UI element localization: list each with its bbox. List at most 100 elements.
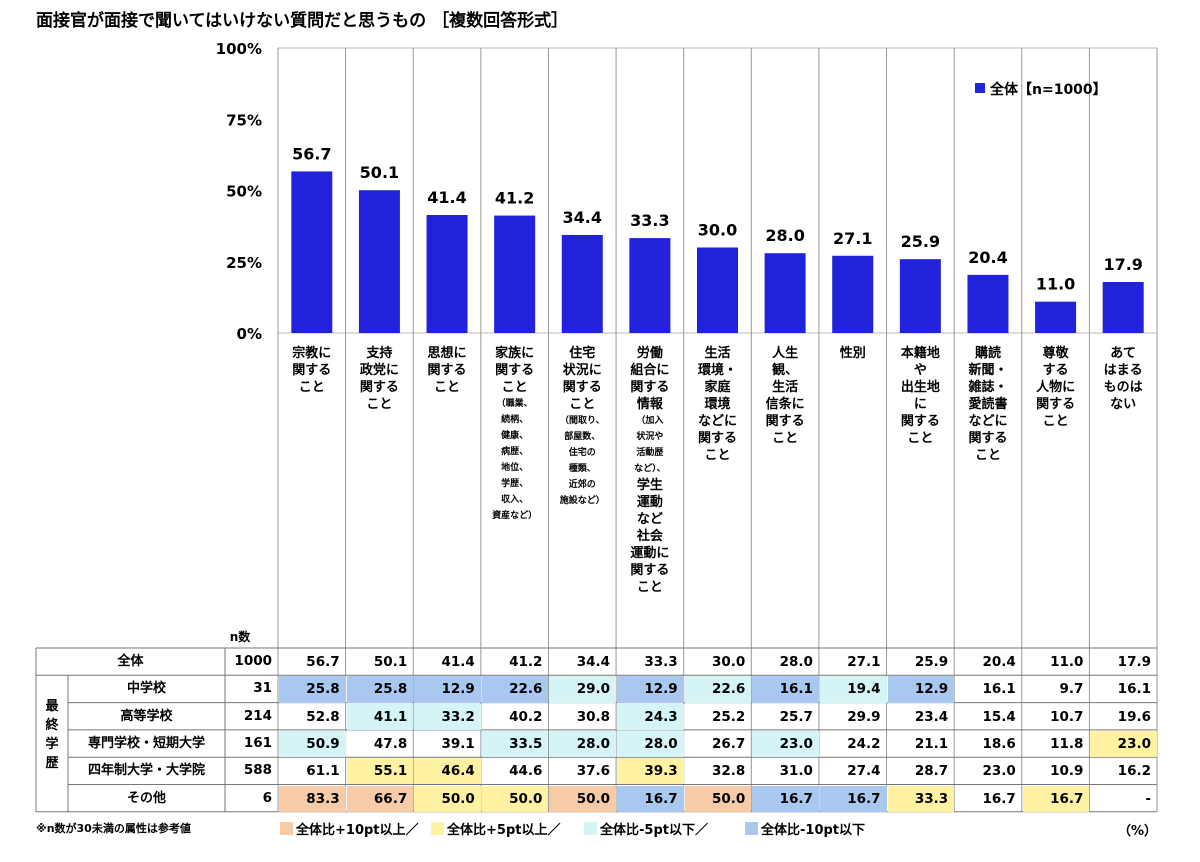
table-cell: 33.2 <box>414 703 481 730</box>
table-cell: 23.4 <box>914 708 949 725</box>
bar <box>697 247 738 333</box>
table-cell: 22.6 <box>481 676 549 703</box>
n-header: n数 <box>229 630 251 644</box>
table-cell: 10.9 <box>1050 763 1084 780</box>
table-cell: 66.7 <box>346 785 414 812</box>
table-cell: 23.0 <box>752 730 819 758</box>
bar-value-label: 50.1 <box>360 163 399 182</box>
row-n: 6 <box>262 789 272 806</box>
highlight-label: 全体比-10pt以下 <box>761 823 866 838</box>
table-cell: 19.4 <box>819 676 887 703</box>
table-cell: 20.4 <box>982 654 1016 670</box>
table-cell: 41.1 <box>346 703 414 730</box>
table-cell: 27.4 <box>847 763 881 780</box>
table-cell: 16.1 <box>752 676 819 703</box>
table-cell: 10.7 <box>1050 708 1084 725</box>
highlight-label: 全体比-5pt以下／ <box>600 823 708 838</box>
bar-value-label: 20.4 <box>968 248 1007 267</box>
row-n: 214 <box>243 707 272 724</box>
table-cell: 47.8 <box>373 735 408 752</box>
table-cell: 29.0 <box>549 676 617 703</box>
table-cell: 16.2 <box>1117 763 1151 780</box>
row-label: その他 <box>126 790 166 806</box>
x-tick-label: 性別 <box>839 346 866 361</box>
bar-value-label: 56.7 <box>292 144 331 163</box>
table-cell: 11.0 <box>1050 654 1084 670</box>
table-cell: 17.9 <box>1117 654 1151 670</box>
row-label: 四年制大学・大学院 <box>87 763 205 779</box>
group-label: 最終学歴 <box>45 699 59 772</box>
table-cell: 41.2 <box>509 654 543 670</box>
table-cell: 16.1 <box>982 681 1016 698</box>
table-cell: 16.7 <box>1022 785 1090 812</box>
row-n: 588 <box>243 762 272 779</box>
table-cell: 33.5 <box>481 730 549 758</box>
table-cell: 50.1 <box>373 654 408 670</box>
bar-value-label: 28.0 <box>765 226 804 245</box>
row-n: 161 <box>243 734 272 751</box>
row-label: 中学校 <box>126 681 166 697</box>
table-cell: 18.6 <box>982 735 1016 752</box>
table-cell: 25.9 <box>914 654 949 670</box>
highlight-swatch <box>431 822 444 835</box>
y-tick-label: 75% <box>226 111 262 129</box>
x-tick-label: 尊敬 する 人物に 関する こと <box>1036 346 1076 429</box>
y-tick-label: 50% <box>226 183 262 201</box>
table-cell: 46.4 <box>414 758 481 785</box>
x-tick-label: 家族に 関する こと （職業、 続柄、 健康、 病歴、 地位、 学歴、 収入、 資産など） <box>492 346 538 521</box>
bar-value-label: 41.2 <box>495 189 534 208</box>
table-cell: 12.9 <box>414 676 481 703</box>
highlight-swatch <box>280 822 293 835</box>
table-cell: 25.7 <box>779 708 813 725</box>
x-tick-label: 住宅 状況に 関する こと （間取り、 部屋数、 住宅の 種類、 近郊の 施設など） <box>559 346 605 506</box>
bar <box>494 215 536 333</box>
table-cell: 50.0 <box>414 785 481 812</box>
bar <box>764 253 806 333</box>
bar <box>899 259 941 333</box>
highlight-label: 全体比+5pt以上／ <box>447 823 561 838</box>
bar-value-label: 17.9 <box>1103 255 1142 274</box>
table-cell: 39.1 <box>441 735 475 752</box>
table-cell: 19.6 <box>1117 708 1151 725</box>
table-cell: 26.7 <box>711 735 746 752</box>
bar-value-label: 33.3 <box>630 211 669 230</box>
bar <box>832 255 874 333</box>
table-cell: 34.4 <box>576 654 611 670</box>
y-tick-label: 25% <box>226 254 262 272</box>
bar <box>291 171 333 333</box>
x-tick-label: 思想に 関する こと <box>427 346 467 395</box>
table-cell: - <box>1145 790 1151 807</box>
page-title: 面接官が面接で聞いてはいけない質問だと思うもの ［複数回答形式］ <box>36 11 569 31</box>
bar-value-label: 25.9 <box>901 232 940 251</box>
row-n: 31 <box>253 680 272 697</box>
table-cell: 16.7 <box>982 790 1016 807</box>
bar <box>629 238 671 333</box>
table-cell: 50.9 <box>279 730 346 758</box>
y-tick-label: 0% <box>237 325 262 343</box>
table-cell: 32.8 <box>711 763 746 780</box>
table-cell: 21.1 <box>914 735 949 752</box>
table-cell: 50.0 <box>549 785 617 812</box>
bar <box>1035 301 1077 333</box>
table-cell: 52.8 <box>306 708 340 725</box>
table-cell: 50.0 <box>684 785 752 812</box>
table-cell: 15.4 <box>982 708 1016 725</box>
table-cell: 28.0 <box>617 730 684 758</box>
table-cell: 41.4 <box>441 654 475 670</box>
table-cell: 30.8 <box>576 708 611 725</box>
table-cell: 28.0 <box>549 730 617 758</box>
table-cell: 50.0 <box>481 785 549 812</box>
table-cell: 30.0 <box>711 654 746 670</box>
y-tick-label: 100% <box>216 40 262 58</box>
x-tick-label: 生活 環境・ 家庭 環境 などに 関する こと <box>697 346 737 463</box>
bar <box>426 215 468 333</box>
table-cell: 61.1 <box>306 763 340 780</box>
x-tick-label: 購読 新聞・ 雑誌・ 愛読書 などに 関する こと <box>968 346 1008 463</box>
table-cell: 16.7 <box>752 785 819 812</box>
x-tick-label: 人生 観、 生活 信条に 関する こと <box>765 346 805 446</box>
table-cell: 28.7 <box>914 763 949 780</box>
x-tick-label: 労働 組合に 関する 情報 （加入 状況や 活動歴 など）、 学生 運動 など 社会 運動に 関する こと <box>630 346 670 595</box>
table-cell: 55.1 <box>346 758 414 785</box>
bar-value-label: 30.0 <box>698 221 737 240</box>
